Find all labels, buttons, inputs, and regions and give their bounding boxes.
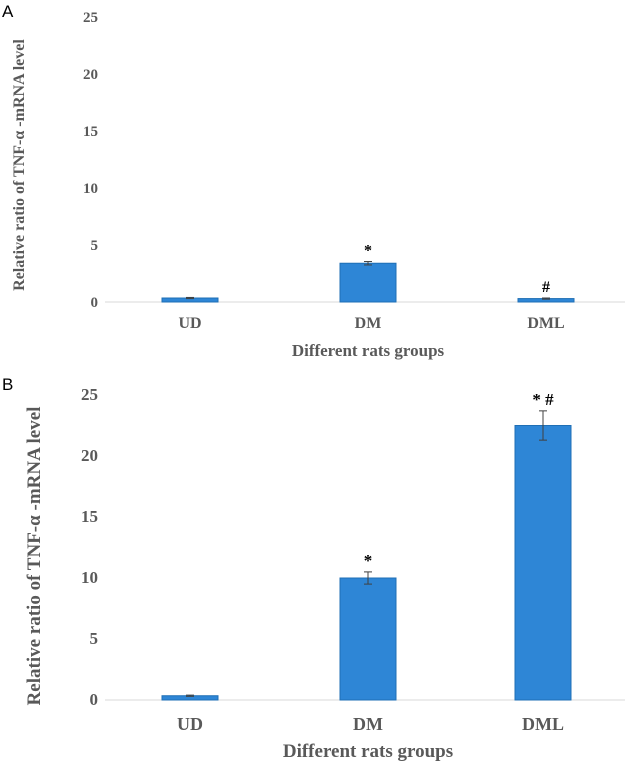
panel-a-significance-marker-dml: # (542, 279, 550, 296)
panel-a-y-tick-label: 25 (83, 10, 98, 26)
panel-a-y-tick-label: 10 (83, 181, 98, 197)
panel-b-bar-dml (514, 425, 572, 701)
panel-b-significance-marker-dml: * # (532, 390, 554, 409)
panel-b-error-bar-dm (364, 571, 372, 585)
panel-b: B 0 5 10 15 20 25 * * # UD DM DML Different rats… (2, 375, 625, 762)
panel-b-x-tick-label-dm: DM (353, 714, 383, 734)
panel-b-y-tick-label: 5 (90, 629, 99, 648)
panel-a-x-tick-label-dml: DML (527, 315, 564, 332)
panel-label-a: A (2, 2, 14, 21)
panel-b-y-tick-label: 25 (81, 385, 98, 404)
panel-b-y-tick-label: 10 (81, 568, 98, 587)
panel-b-error-bar-ud (186, 694, 194, 697)
panel-a-bars: *# (161, 243, 575, 303)
panel-a-error-bar-dml (542, 297, 550, 300)
panel-b-error-bar-dml (539, 410, 547, 441)
panel-b-y-ticks: 0 5 10 15 20 25 (81, 385, 98, 709)
panel-b-significance-marker-dm: * (364, 551, 373, 570)
panel-b-y-axis-title: Relative ratio of TNF-α -mRNA level (24, 407, 45, 706)
panel-b-x-tick-label-ud: UD (177, 714, 203, 734)
panel-a-y-tick-label: 5 (91, 238, 99, 254)
panel-a-error-bar-ud (186, 296, 194, 300)
panel-b-x-axis-title: Different rats groups (283, 741, 453, 762)
panel-a-y-tick-label: 0 (91, 295, 99, 311)
panel-a-error-bar-dm (364, 261, 372, 266)
panel-a-x-axis-title: Different rats groups (292, 341, 445, 360)
panel-a-y-tick-label: 15 (83, 124, 98, 140)
panel-label-b: B (2, 375, 13, 394)
panel-b-bar-dm (339, 577, 397, 701)
panel-a-bar-dm (339, 262, 397, 303)
panel-b-y-tick-label: 0 (90, 690, 99, 709)
panel-a-x-tick-label-dm: DM (355, 315, 382, 332)
panel-a-y-tick-label: 20 (83, 67, 98, 83)
panel-a-y-axis-title: Relative ratio of TNF-α -mRNA level (11, 39, 28, 291)
panel-b-y-tick-label: 20 (81, 446, 98, 465)
panel-a-x-tick-label-ud: UD (178, 315, 201, 332)
panel-b-bars: * * # (161, 390, 572, 701)
panel-a-y-ticks: 0 5 10 15 20 25 (83, 10, 98, 311)
panel-b-x-tick-label-dml: DML (522, 714, 564, 734)
panel-b-x-ticks: UD DM DML (177, 714, 564, 734)
panel-a-significance-marker-dm: * (364, 243, 372, 260)
panel-a-x-ticks: UD DM DML (178, 315, 564, 332)
panel-b-y-tick-label: 15 (81, 507, 98, 526)
